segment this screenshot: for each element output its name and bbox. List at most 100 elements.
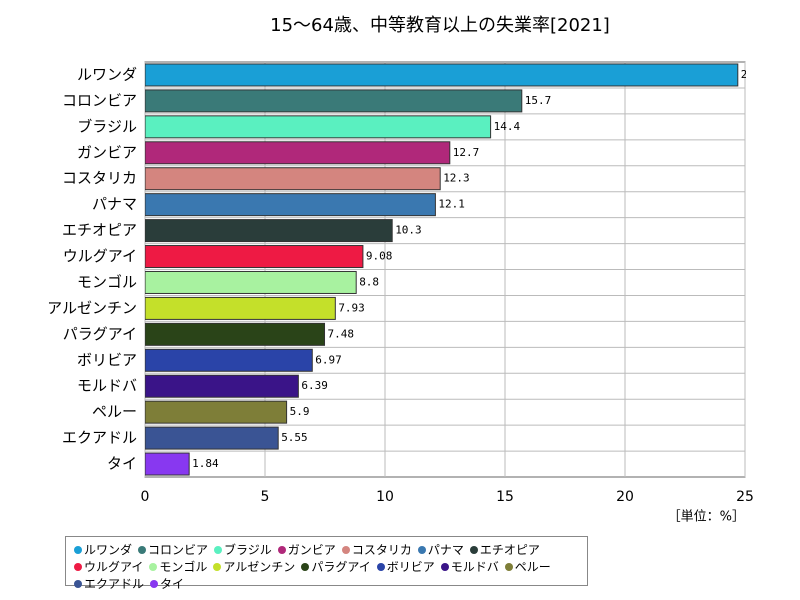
legend-marker (74, 579, 82, 588)
legend-marker (214, 545, 223, 554)
legend-item: コロンビア (138, 541, 208, 558)
bar (145, 270, 357, 294)
value-label: 5.9 (290, 405, 310, 418)
x-tick-label: 0 (141, 489, 150, 505)
value-label: 14.4 (494, 120, 521, 133)
value-label: 12.3 (443, 172, 470, 185)
y-tick-label: ボリビア (77, 351, 137, 369)
legend-marker (301, 562, 310, 571)
y-tick-label: モンゴル (77, 273, 137, 291)
legend-marker (74, 562, 82, 571)
legend-item: アルゼンチン (213, 558, 295, 575)
bar (145, 322, 326, 346)
unit-label: ［単位：%］ (668, 509, 745, 525)
value-label: 10.3 (395, 224, 422, 237)
value-label: 7.48 (328, 327, 355, 340)
y-tick-label: コロンビア (62, 91, 137, 109)
x-tick-label: 10 (376, 489, 394, 505)
bar (145, 426, 279, 450)
bar (145, 193, 436, 217)
y-tick-label: パナマ (92, 195, 137, 213)
bar (145, 374, 299, 398)
bar (145, 167, 441, 191)
legend-label: コスタリカ (351, 543, 412, 557)
legend-marker (469, 545, 478, 554)
legend-marker (376, 562, 385, 571)
legend-item: ガンビア (277, 541, 336, 558)
bar (145, 400, 288, 424)
legend-item: ウルグアイ (74, 558, 143, 575)
y-tick-label: ルワンダ (77, 65, 137, 83)
x-tick-label: 20 (616, 489, 634, 505)
legend-marker (149, 562, 158, 571)
legend-label: ウルグアイ (84, 560, 144, 574)
bar (145, 141, 451, 165)
legend-item: ボリビア (376, 558, 435, 575)
legend-label: ガンビア (287, 543, 336, 557)
legend-label: エチオピア (479, 543, 540, 557)
legend-marker (440, 562, 449, 571)
legend-label: モルドバ (450, 560, 499, 574)
legend-label: パラグアイ (311, 560, 371, 574)
y-tick-label: エチオピア (62, 221, 137, 239)
value-label: 6.97 (315, 353, 342, 366)
legend-marker (150, 579, 159, 588)
bar (145, 89, 523, 113)
legend-marker (74, 545, 82, 554)
legend-item: エチオピア (469, 541, 540, 558)
value-label: 1.84 (192, 457, 219, 470)
legend-label: タイ (160, 577, 185, 591)
value-label: 12.7 (453, 146, 480, 159)
bar (145, 115, 492, 139)
legend-marker (341, 545, 350, 554)
legend-label: エクアドル (84, 577, 145, 591)
legend-label: モンゴル (159, 560, 208, 574)
legend-label: ルワンダ (84, 543, 133, 557)
value-label: 24.7 (741, 68, 768, 81)
value-label: 6.39 (301, 379, 328, 392)
legend-item: ブラジル (214, 541, 272, 558)
bar (145, 219, 393, 243)
bar (145, 348, 313, 372)
legend-item: タイ (150, 575, 184, 592)
legend-item: コスタリカ (341, 541, 412, 558)
chart: 15〜64歳、中等教育以上の失業率[2021] ［単位：%］ 0 5 10 15 20 2… (47, 15, 768, 525)
legend-item: ルワンダ (74, 541, 132, 558)
legend-label: ブラジル (224, 543, 272, 557)
legend-item: パラグアイ (301, 558, 371, 575)
y-tick-label: ウルグアイ (63, 247, 137, 265)
legend-item: モンゴル (149, 558, 207, 575)
value-label: 7.93 (338, 301, 365, 314)
x-tick-label: 15 (496, 489, 514, 505)
legend-marker (277, 545, 286, 554)
bar (145, 63, 739, 87)
y-tick-label: アルゼンチン (47, 299, 137, 317)
y-tick-label: パラグアイ (63, 325, 137, 343)
bar (145, 452, 190, 476)
value-label: 12.1 (438, 198, 465, 211)
bar (145, 245, 364, 269)
value-label: 9.08 (366, 250, 393, 263)
y-tick-label: ブラジル (77, 117, 137, 135)
legend-marker (213, 562, 222, 571)
bar (145, 296, 336, 320)
legend-item: エクアドル (74, 575, 144, 592)
legend-item: パナマ (417, 541, 464, 558)
legend-label: アルゼンチン (223, 560, 296, 574)
bars: 24.7 15.7 14.4 12.7 12.3 12.1 10.39.08 8.8 7.93 7… (145, 63, 768, 476)
value-label: 15.7 (525, 94, 552, 107)
chart-title: 15〜64歳、中等教育以上の失業率[2021] (270, 15, 610, 36)
legend-item: モルドバ (440, 558, 499, 575)
legend-label: ペルー (514, 560, 551, 574)
legend-marker (417, 545, 426, 554)
y-tick-label: エクアドル (62, 429, 137, 447)
y-tick-label: コスタリカ (62, 169, 137, 187)
legend-label: ボリビア (386, 560, 435, 574)
legend-marker (504, 562, 513, 571)
legend-item: ペルー (504, 558, 551, 575)
y-tick-label: ガンビア (77, 143, 137, 161)
legend: ルワンダ コロンビア ブラジル ガンビア コスタリカ パナマ エチオピアウルグアイ モンゴル ア… (65, 536, 588, 591)
value-label: 5.55 (281, 431, 308, 444)
y-tick-label: タイ (107, 455, 137, 473)
